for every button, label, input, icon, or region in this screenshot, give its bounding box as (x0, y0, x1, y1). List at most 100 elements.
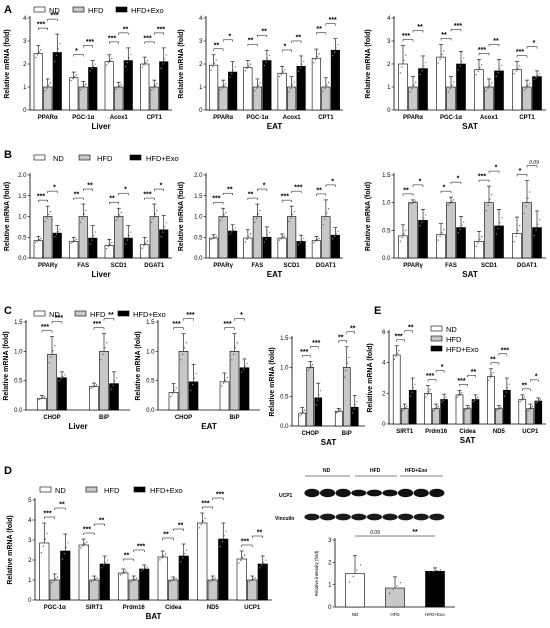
x-tick-label: PPARα (403, 115, 423, 121)
sig-label: *** (294, 185, 302, 192)
data-dot (169, 580, 172, 583)
x-tick-label: CPT1 (147, 115, 163, 121)
data-dot (232, 69, 235, 71)
bar (456, 227, 466, 259)
data-dot (212, 237, 214, 240)
data-dot (38, 51, 40, 53)
sig-label: 0.09 (370, 530, 380, 536)
data-dot (500, 406, 502, 408)
sig-label: *** (172, 321, 180, 328)
data-dot (160, 236, 162, 238)
data-dot (248, 65, 250, 67)
data-dot (513, 72, 515, 75)
ucp1-band (429, 488, 445, 498)
x-tick-label: Acox1 (283, 115, 302, 121)
y-tick-label: 3 (387, 39, 391, 45)
sig-label: *** (501, 347, 509, 354)
vinculin-band (351, 513, 367, 521)
bar (60, 550, 71, 601)
x-tick-label: SCD1 (111, 263, 128, 269)
data-dot (467, 407, 469, 409)
vinculin-band (398, 513, 414, 521)
y-tick-label: 0.0 (146, 408, 155, 414)
data-dot (255, 217, 258, 220)
y-tick-label: 1 (23, 85, 27, 91)
data-dot (165, 222, 168, 224)
data-dot (333, 235, 336, 238)
data-dot (141, 247, 143, 250)
bar (494, 225, 504, 259)
data-dot (475, 245, 477, 247)
data-dot (517, 229, 519, 232)
data-dot (118, 214, 121, 216)
data-dot (198, 527, 201, 529)
legend-e-exo: HFD+Exo (446, 345, 479, 354)
data-dot (419, 224, 421, 227)
bar (78, 86, 88, 111)
data-dot (40, 49, 42, 51)
data-dot (513, 240, 515, 243)
data-dot (55, 54, 58, 57)
bar (218, 538, 229, 601)
x-tick-label: PPARγ (213, 263, 233, 269)
data-dot (79, 221, 82, 224)
bar (39, 542, 50, 601)
bar (43, 216, 53, 259)
data-dot (102, 353, 104, 355)
data-dot (476, 396, 479, 398)
bar (408, 86, 418, 111)
bar (512, 69, 522, 111)
y-tick-label: 2 (382, 391, 386, 397)
data-dot (461, 60, 463, 63)
x-tick-label: BiP (99, 415, 109, 421)
data-dot (234, 347, 237, 349)
y-tick-label: 0.5 (18, 235, 27, 241)
data-dot (477, 70, 479, 73)
bar (398, 235, 408, 259)
data-dot (117, 87, 119, 89)
data-dot (314, 240, 317, 242)
data-dot (533, 234, 535, 237)
x-tick-label: UCP1 (244, 605, 261, 611)
x-axis-label: SAT (321, 438, 337, 447)
y-tick-label: 4 (28, 518, 32, 524)
data-dot (164, 553, 167, 555)
x-tick-label: PGC-1α (72, 115, 94, 121)
data-dot (515, 235, 517, 238)
vinculin-band (304, 513, 320, 521)
bar (474, 69, 484, 111)
data-dot (485, 209, 487, 212)
data-dot (411, 202, 413, 204)
x-tick-label: PGC-1α (44, 605, 66, 611)
data-dot (326, 212, 328, 214)
bar (239, 367, 250, 411)
data-dot (481, 64, 483, 66)
data-dot (498, 407, 501, 409)
bar (159, 229, 169, 259)
data-dot (283, 69, 286, 71)
blot-group-exo: HFD+Exo (405, 468, 427, 474)
data-dot (146, 240, 149, 242)
data-dot (144, 242, 147, 244)
data-dot (492, 372, 494, 374)
y-axis-label: Relative mRNA (fold) (367, 343, 374, 412)
data-dot (411, 87, 413, 90)
data-dot (75, 238, 78, 241)
x-tick-label: SIRT1 (396, 429, 414, 435)
data-dot (193, 377, 196, 380)
data-dot (120, 84, 123, 86)
y-tick-label: 3 (199, 39, 203, 45)
data-dot (437, 405, 439, 408)
data-dot (182, 557, 184, 559)
data-dot (439, 58, 441, 60)
data-dot (219, 545, 222, 548)
y-tick-label: 3 (28, 538, 32, 544)
data-dot (73, 239, 76, 242)
sig-label: ** (163, 532, 169, 539)
bar (247, 579, 258, 601)
bar (306, 367, 315, 427)
sig-label: *** (55, 315, 63, 322)
bar (321, 216, 331, 259)
